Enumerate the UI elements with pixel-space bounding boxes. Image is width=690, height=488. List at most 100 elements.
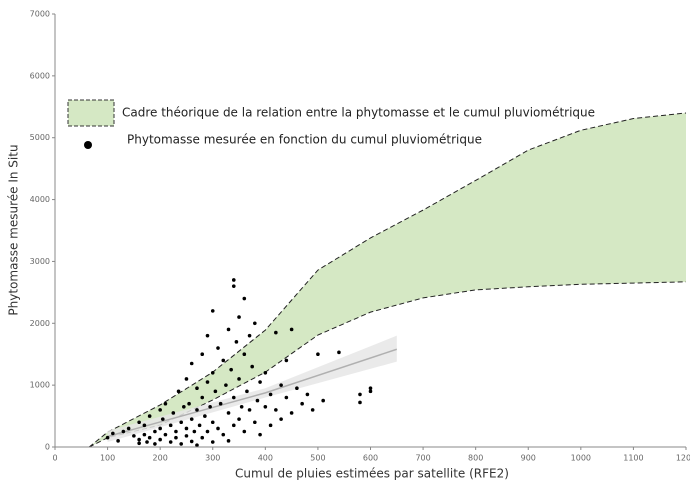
data-point bbox=[237, 377, 241, 381]
data-point bbox=[210, 440, 215, 444]
x-tick-label: 1200 bbox=[676, 454, 690, 463]
y-tick-label: 5000 bbox=[30, 133, 50, 142]
data-point bbox=[253, 420, 257, 425]
data-point bbox=[137, 437, 141, 442]
data-point bbox=[310, 408, 315, 412]
data-point bbox=[189, 361, 194, 366]
x-tick-label: 800 bbox=[468, 454, 483, 463]
data-point bbox=[142, 432, 147, 437]
data-point bbox=[231, 423, 236, 428]
data-point bbox=[268, 423, 273, 428]
data-point bbox=[247, 408, 252, 412]
band-upper-line bbox=[88, 112, 687, 448]
data-point bbox=[358, 400, 362, 405]
x-axis-label: Cumul de pluies estimées par satellite (… bbox=[235, 467, 509, 481]
data-point bbox=[321, 398, 325, 403]
data-point bbox=[132, 434, 136, 438]
data-point bbox=[179, 442, 183, 446]
data-point bbox=[203, 414, 207, 418]
data-point bbox=[295, 386, 299, 391]
legend-band-label: Cadre théorique de la relation entre la … bbox=[122, 106, 595, 120]
data-point bbox=[184, 377, 189, 381]
data-point bbox=[171, 411, 176, 415]
y-tick-label: 0 bbox=[45, 443, 50, 452]
x-tick-label: 900 bbox=[521, 454, 536, 463]
data-point bbox=[137, 441, 141, 446]
legend-point-label: Phytomasse mesurée en fonction du cumul … bbox=[127, 133, 482, 147]
data-point bbox=[289, 411, 294, 415]
data-point bbox=[184, 434, 189, 438]
data-point bbox=[258, 380, 262, 384]
data-point bbox=[195, 386, 199, 391]
data-point bbox=[210, 309, 215, 313]
data-point bbox=[237, 315, 241, 319]
data-point bbox=[182, 404, 186, 409]
x-tick-label: 500 bbox=[310, 454, 325, 463]
y-tick-label: 7000 bbox=[30, 10, 50, 19]
data-point bbox=[242, 352, 247, 357]
data-point bbox=[163, 432, 168, 437]
data-point bbox=[231, 278, 236, 282]
data-point bbox=[174, 429, 178, 434]
data-point bbox=[195, 443, 199, 447]
data-point bbox=[337, 350, 341, 355]
data-point bbox=[263, 404, 268, 409]
data-point bbox=[142, 423, 147, 428]
data-point bbox=[187, 401, 191, 406]
data-point bbox=[358, 392, 362, 397]
data-point bbox=[284, 358, 289, 363]
data-point bbox=[216, 346, 220, 350]
data-point bbox=[147, 435, 152, 440]
data-point bbox=[274, 408, 278, 412]
data-point bbox=[192, 429, 197, 434]
x-tick-label: 100 bbox=[100, 454, 115, 463]
data-point bbox=[234, 340, 239, 344]
data-point bbox=[158, 437, 162, 442]
data-point bbox=[121, 429, 126, 434]
trend-confidence bbox=[107, 335, 397, 443]
data-point bbox=[268, 392, 273, 397]
data-point bbox=[250, 364, 254, 369]
data-point bbox=[147, 414, 152, 418]
data-point bbox=[258, 432, 262, 437]
data-point bbox=[184, 426, 189, 431]
data-point bbox=[253, 321, 257, 326]
data-point bbox=[111, 431, 115, 436]
data-point bbox=[116, 439, 120, 443]
trend-line bbox=[107, 348, 398, 438]
data-point bbox=[247, 333, 252, 338]
data-point bbox=[368, 386, 373, 391]
data-point bbox=[368, 389, 373, 394]
data-point bbox=[195, 408, 199, 412]
data-point bbox=[239, 404, 244, 409]
data-point bbox=[179, 420, 183, 425]
data-point bbox=[263, 370, 268, 375]
data-point bbox=[158, 408, 162, 412]
data-point bbox=[158, 426, 162, 431]
data-point bbox=[174, 435, 178, 440]
data-point bbox=[205, 333, 210, 338]
data-point bbox=[279, 417, 283, 421]
data-point bbox=[226, 439, 231, 443]
data-point bbox=[153, 429, 157, 434]
data-point bbox=[284, 395, 289, 400]
data-point bbox=[231, 395, 236, 400]
legend-point-swatch bbox=[84, 141, 92, 149]
y-axis-label: Phytomasse mesurée In Situ bbox=[7, 144, 21, 315]
x-tick-label: 600 bbox=[363, 454, 378, 463]
data-point bbox=[216, 426, 220, 431]
data-point bbox=[200, 352, 205, 357]
data-point bbox=[316, 352, 320, 357]
y-tick-label: 4000 bbox=[30, 195, 50, 204]
y-tick-label: 6000 bbox=[30, 71, 50, 80]
x-tick-label: 1100 bbox=[623, 454, 643, 463]
data-point bbox=[242, 296, 247, 301]
data-point bbox=[226, 411, 231, 415]
data-point bbox=[245, 389, 249, 394]
data-point bbox=[208, 404, 212, 409]
data-point bbox=[153, 442, 157, 446]
x-tick-label: 300 bbox=[205, 454, 220, 463]
data-point bbox=[279, 383, 283, 387]
data-point bbox=[213, 389, 218, 394]
data-point bbox=[305, 392, 310, 397]
